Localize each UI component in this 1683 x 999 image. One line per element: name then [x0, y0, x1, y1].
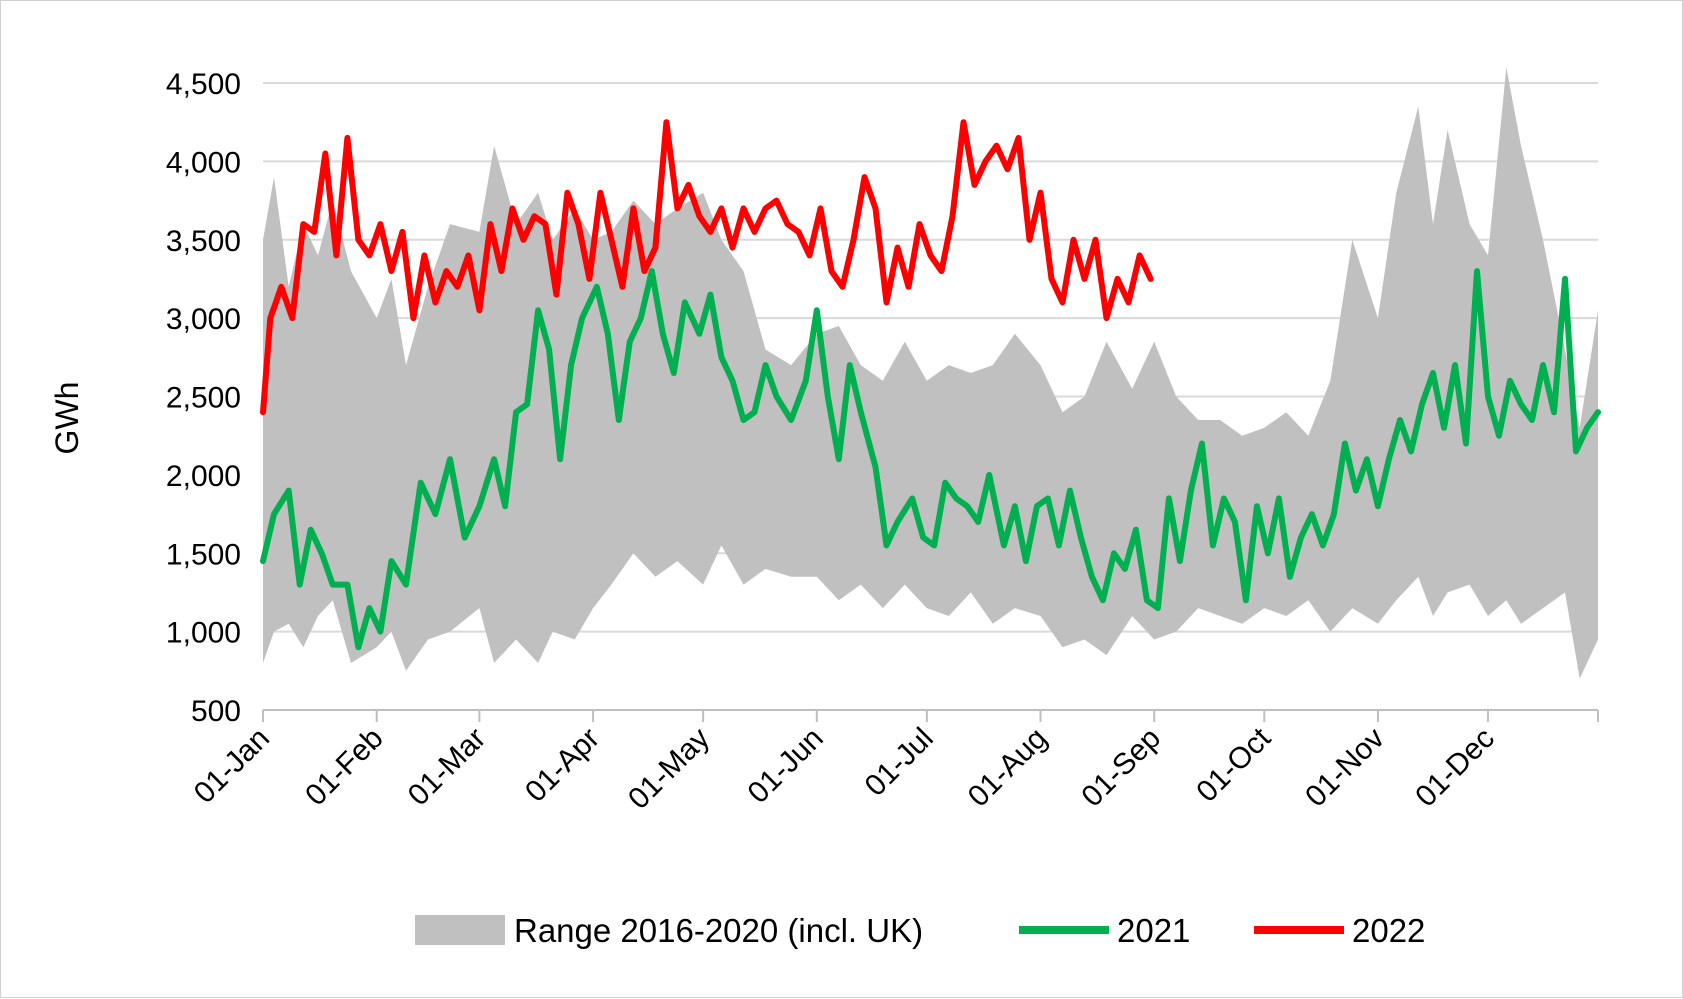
legend-swatch-range	[415, 915, 505, 945]
x-tick-label: 01-Nov	[1299, 722, 1391, 814]
y-tick-label: 500	[191, 695, 241, 728]
y-tick-label: 1,500	[166, 538, 241, 571]
y-tick-label: 3,000	[166, 303, 241, 336]
range-band-layer	[263, 67, 1598, 679]
legend-label-range: Range 2016-2020 (incl. UK)	[514, 912, 923, 949]
x-tick-label: 01-Mar	[402, 722, 493, 813]
y-tick-labels: 500 1,000 1,500 2,000 2,500 3,000 3,500 4,000 4,…	[166, 68, 241, 728]
x-tick-labels: 01-Jan 01-Feb 01-Mar 01-Apr 01-May 01-Jun 01-J…	[188, 721, 1501, 816]
x-tick-label: 01-Jun	[742, 722, 830, 810]
y-tick-label: 2,000	[166, 460, 241, 493]
x-tick-label: 01-Jan	[188, 722, 276, 810]
x-tick-label: 01-Aug	[962, 722, 1054, 814]
series-line-2021	[260, 268, 1601, 651]
y-axis-label: GWh	[49, 382, 85, 455]
x-tick-label: 01-Feb	[299, 722, 390, 813]
legend-label-2021: 2021	[1117, 912, 1190, 949]
x-tick-label: 01-Sep	[1075, 722, 1167, 814]
legend-label-2022: 2022	[1352, 912, 1425, 949]
range-band-area	[263, 67, 1598, 679]
x-tick-label: 01-Dec	[1409, 722, 1501, 814]
x-tick-label: 01-Apr	[519, 722, 606, 809]
x-tick-label: 01-Jul	[859, 722, 940, 803]
y-tick-label: 2,500	[166, 382, 241, 415]
x-tick-label: 01-Oct	[1190, 721, 1277, 808]
y-tick-label: 4,000	[166, 146, 241, 179]
y-tick-label: 4,500	[166, 68, 241, 101]
legend: Range 2016-2020 (incl. UK) 2021 2022	[415, 912, 1425, 949]
series-line-2022	[260, 119, 1154, 416]
y-tick-label: 1,000	[166, 617, 241, 650]
y-tick-label: 3,500	[166, 225, 241, 258]
axes-layer	[262, 709, 1599, 722]
series-lines-layer	[260, 119, 1601, 651]
x-tick-label: 01-May	[622, 722, 716, 816]
